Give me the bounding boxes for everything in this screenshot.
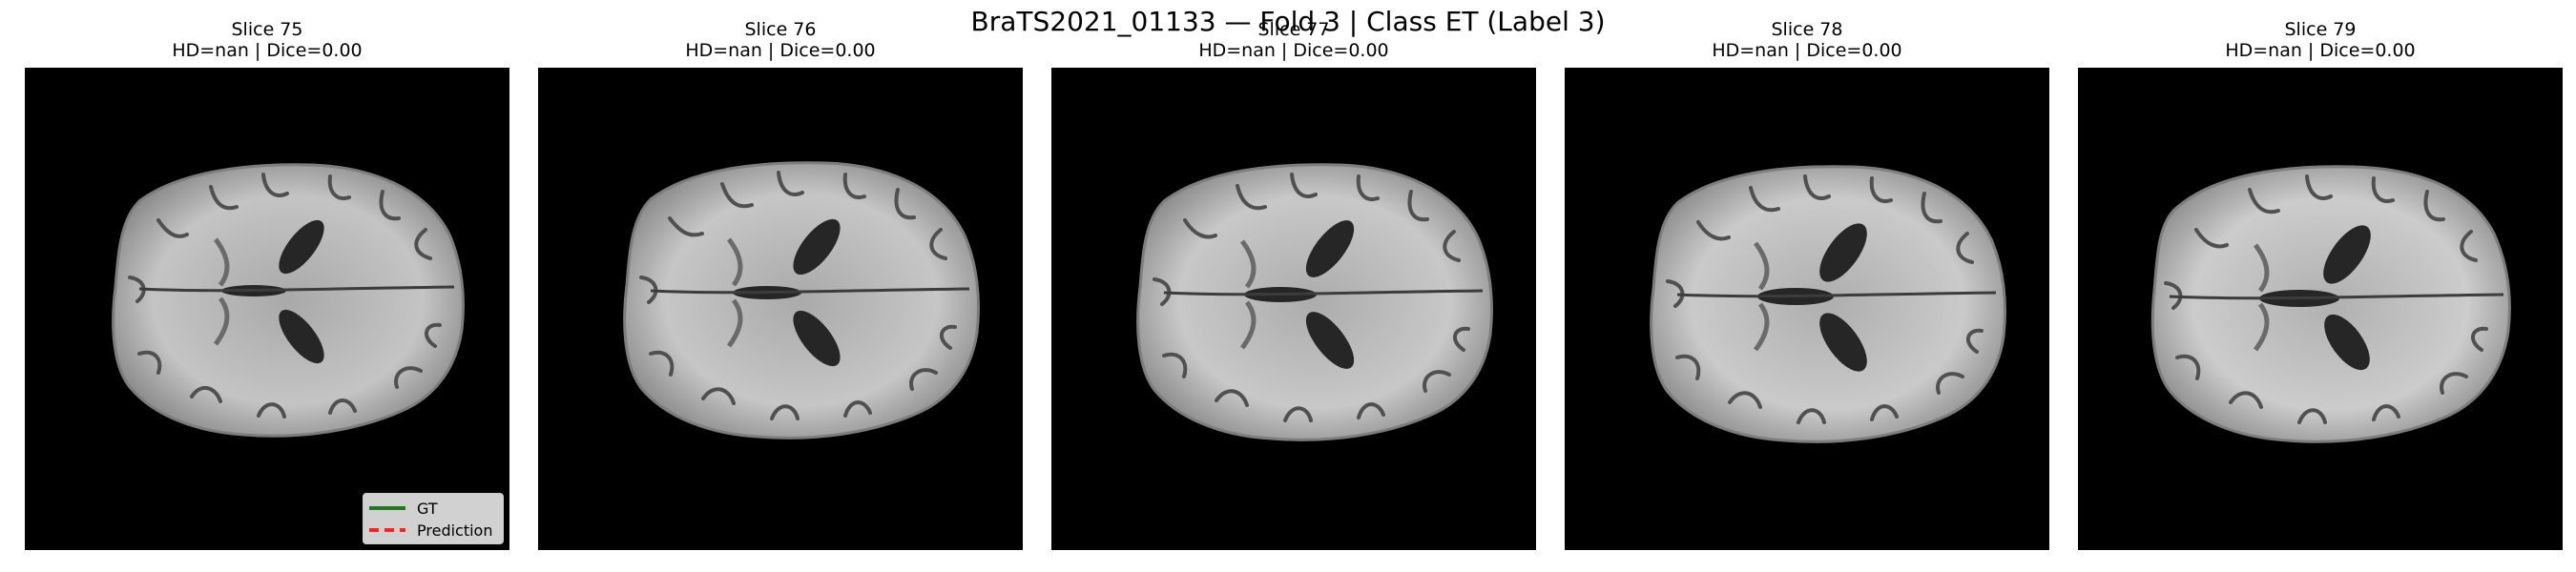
- mri-image-axes: [2078, 68, 2563, 550]
- slice-label: Slice 77: [1257, 19, 1330, 40]
- mri-image-axes: [538, 68, 1023, 550]
- legend-gt-label: GT: [417, 499, 438, 518]
- legend-entry-gt: GT: [369, 499, 438, 518]
- slice-panel-4: Slice 78 HD=nan | Dice=0.00: [1565, 0, 2049, 572]
- slice-label: Slice 78: [1771, 19, 1843, 40]
- brain-mri-slice-image: [1650, 165, 2006, 443]
- slice-label: Slice 79: [2284, 19, 2357, 40]
- metrics-label: HD=nan | Dice=0.00: [1712, 40, 1902, 61]
- panel-title: Slice 78 HD=nan | Dice=0.00: [1565, 19, 2049, 61]
- panel-title: Slice 77 HD=nan | Dice=0.00: [1051, 19, 1536, 61]
- slice-label: Slice 76: [744, 19, 817, 40]
- panel-title: Slice 75 HD=nan | Dice=0.00: [25, 19, 509, 61]
- panel-title: Slice 76 HD=nan | Dice=0.00: [538, 19, 1023, 61]
- legend-prediction-label: Prediction: [417, 521, 493, 540]
- mri-image-axes: [1565, 68, 2049, 550]
- slice-panel-5: Slice 79 HD=nan | Dice=0.00: [2078, 0, 2563, 572]
- mri-image-axes: [1051, 68, 1536, 550]
- metrics-label: HD=nan | Dice=0.00: [685, 40, 876, 61]
- prediction-line-swatch: [369, 528, 405, 532]
- metrics-label: HD=nan | Dice=0.00: [172, 40, 363, 61]
- slice-label: Slice 75: [231, 19, 303, 40]
- brain-mri-slice-image: [1136, 163, 1493, 441]
- brain-mri-slice-image: [112, 163, 465, 438]
- legend: GT Prediction: [363, 493, 504, 544]
- slice-panel-2: Slice 76 HD=nan | Dice=0.00: [538, 0, 1023, 572]
- metrics-label: HD=nan | Dice=0.00: [2225, 40, 2416, 61]
- brain-mri-slice-image: [623, 161, 980, 439]
- legend-entry-prediction: Prediction: [369, 521, 492, 540]
- metrics-label: HD=nan | Dice=0.00: [1198, 40, 1389, 61]
- slice-panel-3: Slice 77 HD=nan | Dice=0.00: [1051, 0, 1536, 572]
- gt-line-swatch: [369, 506, 405, 510]
- panel-title: Slice 79 HD=nan | Dice=0.00: [2078, 19, 2563, 61]
- mri-image-axes: GT Prediction: [25, 68, 509, 550]
- slice-panel-1: Slice 75 HD=nan | Dice=0.00: [25, 0, 509, 572]
- brain-mri-slice-image: [2150, 165, 2511, 443]
